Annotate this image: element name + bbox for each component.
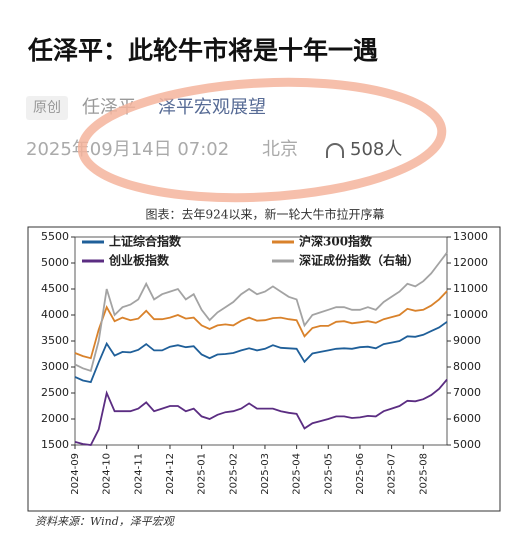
y-tick-label: 4000 <box>41 308 69 321</box>
plot-frame <box>74 236 448 446</box>
x-tick-label: 2025-07 <box>387 453 398 495</box>
y-tick-label: 1500 <box>41 438 69 451</box>
y2-tick-label: 5000 <box>453 438 481 451</box>
legend-label: 上证综合指数 <box>109 234 182 249</box>
x-tick-label: 2024-12 <box>165 453 176 495</box>
series-line <box>74 378 448 446</box>
y2-tick-label: 12000 <box>453 256 488 269</box>
tag-box <box>26 96 68 120</box>
x-tick-label: 2024-09 <box>70 453 81 495</box>
chart-source: 资料来源：Wind，泽平宏观 <box>35 515 176 528</box>
x-tick-label: 2025-06 <box>355 453 366 495</box>
x-tick-label: 2025-03 <box>260 453 271 495</box>
legend-label: 创业板指数 <box>108 253 170 268</box>
chart: 1500 2000 2500 3000 3500 4000 4500 5000 5500 5000… <box>41 230 488 495</box>
series-line <box>74 290 448 360</box>
location: 北京 <box>262 139 298 160</box>
listen-icon <box>326 143 344 158</box>
y2-tick-label: 6000 <box>453 412 481 425</box>
y-tick-label: 3500 <box>41 334 69 347</box>
legend-label: 深证成份指数（右轴） <box>299 253 419 268</box>
y2-tick-label: 10000 <box>453 308 488 321</box>
x-tick-label: 2025-08 <box>418 453 429 495</box>
legend-label: 沪深300指数 <box>299 234 373 249</box>
series-line <box>74 252 448 373</box>
series-line <box>74 321 448 384</box>
y-tick-label: 2500 <box>41 386 69 399</box>
annotation-ellipse <box>77 77 447 203</box>
y2-tick-label: 7000 <box>453 386 481 399</box>
chart-title: 图表：去年924以来，新一轮大牛市拉开序幕 <box>146 207 385 222</box>
y-tick-label: 5500 <box>41 230 69 243</box>
article-title: 任泽平：此轮牛市将是十年一遇 <box>27 36 378 65</box>
y-tick-label: 2000 <box>41 412 69 425</box>
y-tick-label: 4500 <box>41 282 69 295</box>
tag: 原创 <box>33 100 61 116</box>
chart-frame <box>27 226 501 512</box>
x-tick-label: 2024-11 <box>133 453 144 495</box>
x-tick-label: 2025-04 <box>292 453 303 495</box>
listeners: 508人 <box>350 139 402 160</box>
x-tick-label: 2024-10 <box>102 453 113 495</box>
y2-tick-label: 11000 <box>453 282 488 295</box>
y2-tick-label: 13000 <box>453 230 488 243</box>
y-tick-label: 5000 <box>41 256 69 269</box>
x-tick-label: 2025-05 <box>323 453 334 495</box>
x-tick-label: 2025-01 <box>197 453 208 495</box>
y2-tick-label: 9000 <box>453 334 481 347</box>
account[interactable]: 泽平宏观展望 <box>158 97 266 118</box>
y-tick-label: 3000 <box>41 360 69 373</box>
date: 2025年09月14日 07:02 <box>26 139 229 160</box>
y2-tick-label: 8000 <box>453 360 481 373</box>
x-tick-label: 2025-02 <box>228 453 239 495</box>
